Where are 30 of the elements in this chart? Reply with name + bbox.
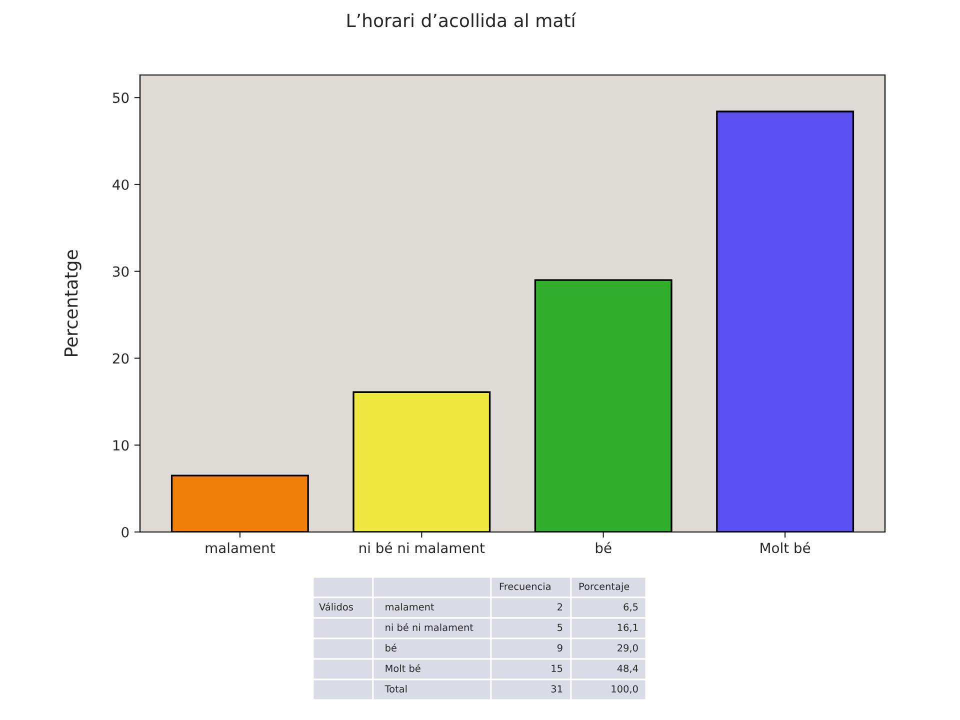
- text: 100,0: [612, 685, 638, 694]
- text: Porcentaje: [579, 582, 630, 592]
- y-tick-label: 50: [112, 92, 129, 104]
- chart-title: L’horari d’acollida al matí: [348, 12, 576, 28]
- y-tick-label: 30: [112, 266, 129, 277]
- text: 29,0: [618, 644, 638, 653]
- text: 16,1: [618, 624, 638, 632]
- x-tick-label: malament: [206, 542, 275, 554]
- x-tick-label: ni bé ni malament: [360, 542, 485, 554]
- category-label: Molt bé: [386, 664, 420, 672]
- text: 31: [551, 685, 562, 693]
- text: 48,4: [617, 664, 638, 674]
- category-label: malament: [386, 603, 434, 611]
- text: 5: [558, 624, 562, 632]
- text: 15: [552, 664, 562, 672]
- y-tick-label: 0: [122, 526, 129, 538]
- x-tick-label: bé: [596, 542, 612, 554]
- y-tick-label: 40: [112, 179, 129, 190]
- category-label: ni bé ni malament: [386, 623, 474, 632]
- text: 2: [558, 603, 562, 610]
- y-tick-label: 10: [113, 440, 129, 451]
- text: Frecuencia: [500, 582, 550, 590]
- category-label: bé: [386, 644, 396, 652]
- text: Válidos: [319, 602, 353, 611]
- text: 9: [557, 644, 562, 652]
- y-tick-label: 20: [112, 353, 129, 364]
- y-axis-title: Percentatge: [64, 250, 82, 356]
- text: Total: [384, 685, 407, 693]
- x-tick-label: Molt bé: [760, 542, 810, 554]
- text: 6,5: [624, 603, 638, 612]
